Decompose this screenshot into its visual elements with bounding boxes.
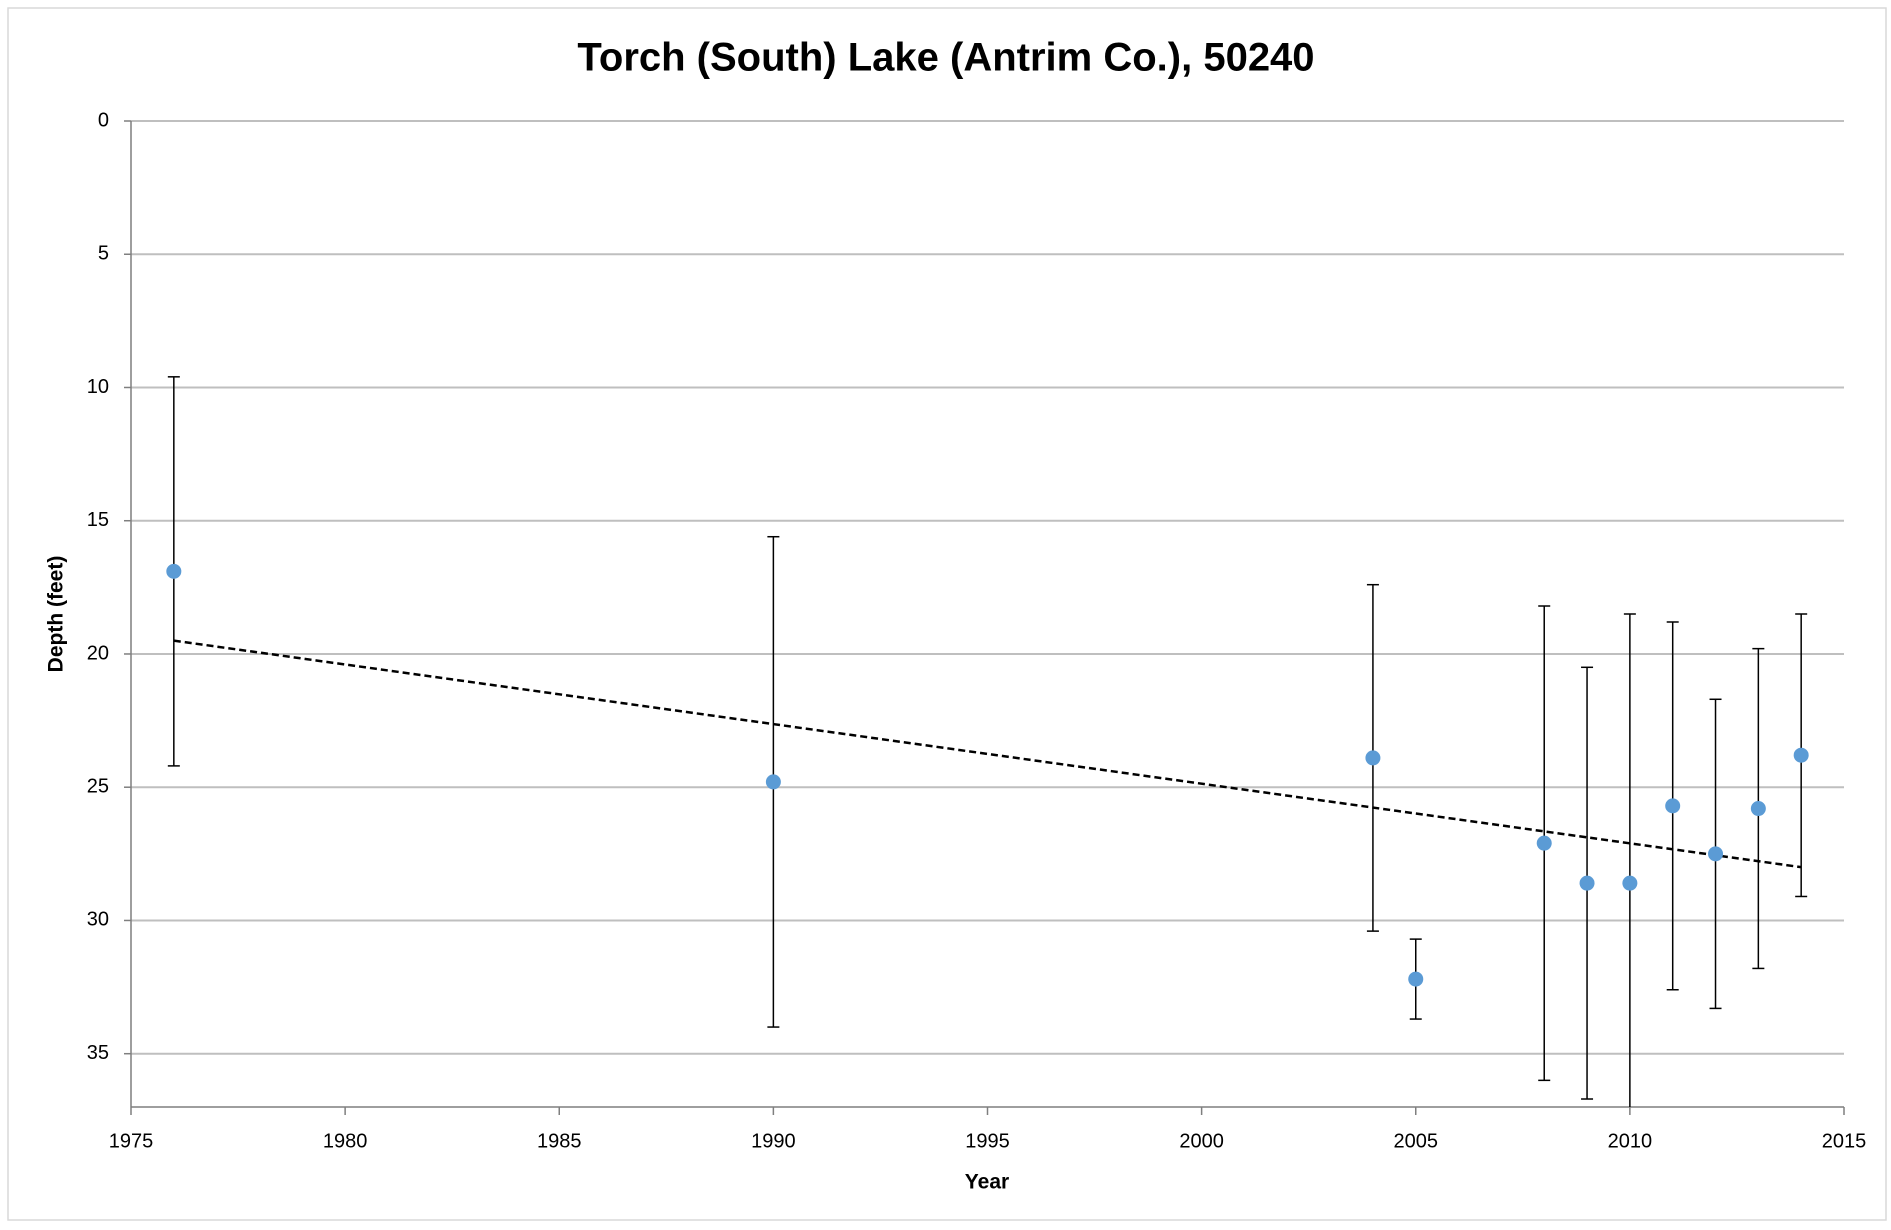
x-axis-label: Year xyxy=(965,1171,1009,1194)
y-tick-label: 30 xyxy=(87,909,109,931)
y-tick-label: 35 xyxy=(87,1042,109,1064)
data-point xyxy=(1793,747,1809,763)
x-tick-label: 1990 xyxy=(751,1130,796,1152)
x-tick-label: 2015 xyxy=(1822,1130,1867,1152)
grid: 0 5 10 15 20 25 30 35 1975 1980 1985 1990 1995 2000 20… xyxy=(87,109,1867,1152)
data-point xyxy=(1365,750,1381,766)
x-tick-label: 2000 xyxy=(1179,1130,1224,1152)
x-tick-label: 2010 xyxy=(1608,1130,1653,1152)
data-point xyxy=(1536,835,1552,851)
data-point xyxy=(765,774,781,790)
y-tick-label: 15 xyxy=(87,509,109,531)
data-point xyxy=(1665,798,1681,814)
y-tick-label: 20 xyxy=(87,642,109,664)
data-point xyxy=(1622,875,1638,891)
y-tick-label: 0 xyxy=(98,109,109,131)
y-axis-label: Depth (feet) xyxy=(45,556,68,673)
x-tick-label: 2005 xyxy=(1394,1130,1439,1152)
data-point xyxy=(166,563,182,579)
data-point xyxy=(1708,846,1724,862)
chart-title: Torch (South) Lake (Antrim Co.), 50240 xyxy=(577,36,1314,80)
data-point xyxy=(1579,875,1595,891)
chart-border xyxy=(7,7,1887,1221)
x-tick-label: 1975 xyxy=(109,1130,154,1152)
trendline xyxy=(173,639,1802,869)
data-point xyxy=(1408,971,1424,987)
data-point xyxy=(1750,801,1766,817)
x-tick-label: 1980 xyxy=(323,1130,368,1152)
x-tick-label: 1985 xyxy=(537,1130,582,1152)
plot-area xyxy=(166,376,1809,1107)
y-tick-label: 10 xyxy=(87,376,109,398)
x-tick-label: 1995 xyxy=(965,1130,1010,1152)
y-tick-label: 25 xyxy=(87,775,109,797)
y-tick-label: 5 xyxy=(98,243,109,265)
